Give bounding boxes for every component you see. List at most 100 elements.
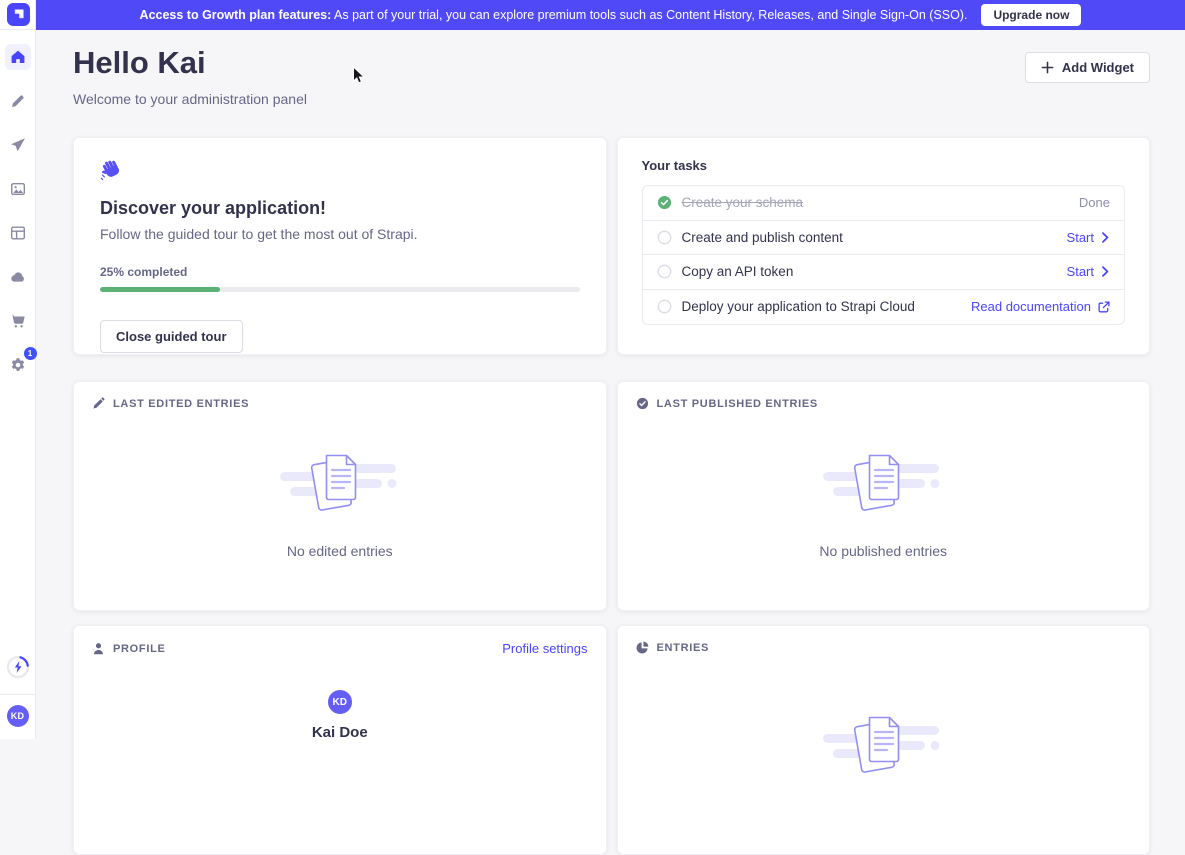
widget-header: PROFILE Profile settings	[92, 641, 588, 656]
progress-label: 25% completed	[100, 265, 188, 279]
dashboard-row-2: LAST EDITED ENTRIES No edited entri	[73, 381, 1150, 611]
empty-state-text: No edited entries	[286, 543, 393, 559]
task-label: Create and publish content	[681, 229, 843, 245]
profile-name: Kai Doe	[311, 724, 368, 741]
user-avatar[interactable]: KD	[6, 705, 29, 727]
gear-icon	[11, 358, 24, 371]
layout-icon	[10, 226, 25, 240]
profile-widget: PROFILE Profile settings KD Kai Doe	[73, 625, 607, 855]
chevron-right-icon	[1102, 231, 1109, 243]
trial-countdown[interactable]	[6, 655, 30, 684]
page-header-text: Hello Kai Welcome to your administration…	[73, 43, 307, 107]
empty-state: No edited entries	[92, 418, 588, 588]
strapi-logo[interactable]	[0, 0, 36, 30]
sidebar-nav: 1	[4, 44, 37, 378]
widget-title: LAST PUBLISHED ENTRIES	[656, 397, 818, 410]
add-widget-label: Add Widget	[1061, 60, 1134, 75]
lightning-icon	[6, 655, 29, 679]
image-icon	[10, 183, 25, 196]
profile-summary: KD Kai Doe	[92, 690, 588, 741]
guided-tour-title: Discover your application!	[100, 198, 327, 218]
dashboard-row-3: PROFILE Profile settings KD Kai Doe ENTR…	[73, 625, 1150, 855]
empty-state	[636, 709, 1132, 787]
sidebar-item-media-library[interactable]	[5, 176, 31, 202]
close-guided-tour-button[interactable]: Close guided tour	[100, 320, 243, 353]
external-link-icon	[1098, 301, 1110, 313]
widget-title: ENTRIES	[656, 641, 710, 654]
task-row-create-schema: Create your schema Done	[642, 186, 1124, 221]
trial-banner: Access to Growth plan features: As part …	[36, 0, 1185, 30]
task-todo-icon	[657, 264, 671, 279]
read-documentation-link[interactable]: Read documentation	[971, 299, 1110, 314]
dashboard-row-1: Discover your application! Follow the gu…	[73, 137, 1150, 355]
widget-label-row: LAST PUBLISHED ENTRIES	[636, 397, 818, 410]
person-icon	[93, 643, 104, 655]
widget-label-row: ENTRIES	[635, 641, 710, 654]
waving-hand-icon	[100, 160, 120, 181]
your-tasks-card: Your tasks Create your schema Done Creat…	[616, 137, 1150, 355]
progress-bar-fill	[100, 287, 220, 292]
entries-widget: ENTRIES	[616, 625, 1150, 855]
trial-banner-text: Access to Growth plan features: As part …	[140, 8, 968, 22]
task-todo-icon	[657, 230, 671, 245]
task-label: Create your schema	[681, 195, 804, 211]
widget-label-row: PROFILE	[92, 642, 166, 655]
sidebar-item-home[interactable]	[4, 44, 31, 70]
widget-header: LAST PUBLISHED ENTRIES	[636, 397, 1132, 410]
cart-icon	[10, 314, 25, 328]
widget-header: LAST EDITED ENTRIES	[92, 397, 588, 410]
task-start-label: Start	[1066, 229, 1094, 245]
sidebar-bottom: KD	[0, 655, 35, 739]
task-row-create-content: Create and publish content Start	[642, 221, 1124, 255]
empty-documents-illustration	[823, 716, 940, 773]
trial-banner-text-bold: Access to Growth plan features:	[139, 8, 332, 22]
last-edited-entries-widget: LAST EDITED ENTRIES No edited entri	[73, 381, 607, 611]
sidebar-item-settings[interactable]: 1	[5, 347, 37, 378]
task-row-deploy: Deploy your application to Strapi Cloud …	[643, 290, 1125, 325]
task-label: Deploy your application to Strapi Cloud	[681, 299, 915, 315]
sidebar-divider	[0, 694, 35, 695]
sidebar-item-releases[interactable]	[5, 132, 31, 158]
guided-tour-card: Discover your application! Follow the gu…	[73, 137, 607, 355]
widget-header: ENTRIES	[635, 641, 1132, 654]
profile-avatar: KD	[327, 690, 352, 714]
sidebar-item-marketplace[interactable]	[5, 308, 31, 334]
empty-documents-illustration	[279, 454, 397, 511]
widget-label-row: LAST EDITED ENTRIES	[92, 397, 249, 410]
page-header: Hello Kai Welcome to your administration…	[73, 43, 1150, 107]
cloud-icon	[10, 272, 24, 282]
main-content: Hello Kai Welcome to your administration…	[36, 30, 1185, 855]
your-tasks-title: Your tasks	[641, 158, 708, 173]
task-start-link[interactable]: Start	[1067, 230, 1110, 245]
sidebar: 1 KD	[0, 0, 37, 739]
pencil-icon	[93, 397, 105, 409]
plus-icon	[1041, 61, 1054, 74]
profile-settings-link[interactable]: Profile settings	[502, 641, 588, 656]
empty-state-text: No published entries	[819, 543, 948, 559]
check-circle-icon	[636, 397, 648, 410]
task-todo-icon	[657, 299, 671, 314]
home-icon	[11, 50, 24, 63]
pen-icon	[11, 95, 24, 107]
trial-banner-text-rest: As part of your trial, you can explore p…	[331, 8, 968, 22]
chevron-right-icon	[1102, 266, 1109, 278]
task-start-link[interactable]: Start	[1067, 264, 1110, 279]
guided-tour-subtitle: Follow the guided tour to get the most o…	[100, 226, 418, 242]
sidebar-item-deploy[interactable]	[5, 264, 31, 290]
empty-state: No published entries	[636, 418, 1132, 588]
strapi-logo-icon	[6, 3, 30, 26]
paper-plane-icon	[10, 138, 25, 152]
page-title: Hello Kai	[73, 45, 206, 80]
progress-bar	[100, 287, 580, 292]
task-label: Copy an API token	[681, 264, 794, 280]
sidebar-item-content-manager[interactable]	[5, 88, 31, 114]
task-status-done: Done	[1078, 195, 1110, 211]
add-widget-button[interactable]: Add Widget	[1024, 52, 1150, 83]
sidebar-item-content-type-builder[interactable]	[5, 220, 31, 246]
tasks-list: Create your schema Done Create and publi…	[641, 185, 1125, 325]
empty-documents-illustration	[823, 454, 940, 511]
page-subtitle: Welcome to your administration panel	[73, 91, 307, 107]
last-published-entries-widget: LAST PUBLISHED ENTRIES No published	[616, 381, 1150, 611]
upgrade-now-button[interactable]: Upgrade now	[981, 4, 1082, 26]
notification-badge: 1	[23, 347, 37, 360]
